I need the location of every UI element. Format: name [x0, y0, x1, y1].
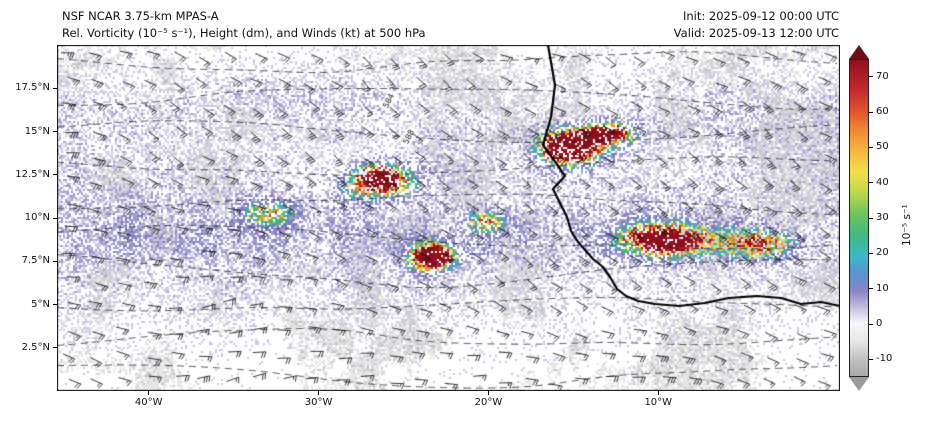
y-axis-tick-label: 12.5°N [15, 168, 50, 180]
colorbar-tick-label: -10 [876, 353, 893, 365]
vorticity-map-canvas [57, 45, 840, 391]
x-axis-tick-label: 10°W [644, 397, 673, 408]
colorbar [849, 45, 869, 391]
y-axis-tick-label: 5°N [31, 298, 50, 310]
colorbar-under-arrow [849, 377, 869, 391]
axis-tick [869, 358, 873, 360]
axis-tick [53, 87, 57, 89]
colorbar-gradient [849, 59, 869, 377]
axis-tick [53, 174, 57, 176]
axis-tick [53, 304, 57, 305]
colorbar-tick-label: 40 [876, 176, 889, 188]
valid-time: Valid: 2025-09-13 12:00 UTC [673, 25, 839, 40]
colorbar-tick-label: 70 [876, 70, 889, 82]
y-axis-tick-label: 10°N [24, 212, 50, 223]
y-axis-tick-label: 2.5°N [21, 341, 50, 353]
colorbar-tick-label: 60 [876, 106, 889, 117]
colorbar-tick-label: 20 [876, 247, 889, 259]
axis-tick [869, 146, 873, 148]
title-block: NSF NCAR 3.75-km MPAS-A Rel. Vorticity (… [62, 8, 426, 41]
colorbar-tick-label: 30 [876, 212, 889, 223]
x-axis-tick-label: 30°W [304, 397, 333, 408]
axis-tick [148, 391, 150, 395]
axis-tick [869, 252, 873, 254]
y-axis-tick-label: 17.5°N [15, 82, 50, 94]
y-axis-tick-label: 7.5°N [21, 255, 50, 267]
x-axis-tick-label: 20°W [474, 397, 503, 408]
colorbar-unit-label: 10⁻⁵ s⁻¹ [901, 204, 913, 246]
axis-tick [869, 323, 873, 325]
colorbar-tick-label: 10 [876, 282, 889, 294]
axis-tick [53, 131, 57, 132]
figure-title: NSF NCAR 3.75-km MPAS-A [62, 9, 219, 23]
time-block: Init: 2025-09-12 00:00 UTC Valid: 2025-0… [674, 8, 839, 41]
axis-tick [869, 76, 873, 78]
colorbar-tick-label: 0 [876, 318, 883, 329]
init-time: Init: 2025-09-12 00:00 UTC [683, 9, 839, 23]
axis-tick [869, 111, 873, 113]
axis-tick [869, 217, 873, 219]
colorbar-tick-label: 50 [876, 141, 889, 153]
axis-tick [487, 391, 489, 395]
axis-tick [869, 288, 873, 290]
x-axis-tick-label: 40°W [134, 397, 163, 408]
y-axis-tick-label: 15°N [24, 125, 50, 137]
axis-tick [318, 391, 320, 395]
axis-tick [53, 347, 57, 349]
axis-tick [657, 391, 659, 395]
colorbar-over-arrow [849, 45, 869, 59]
axis-tick [869, 182, 873, 184]
axis-tick [53, 260, 57, 262]
axis-tick [53, 217, 57, 219]
figure-subtitle: Rel. Vorticity (10⁻⁵ s⁻¹), Height (dm), … [62, 25, 426, 40]
